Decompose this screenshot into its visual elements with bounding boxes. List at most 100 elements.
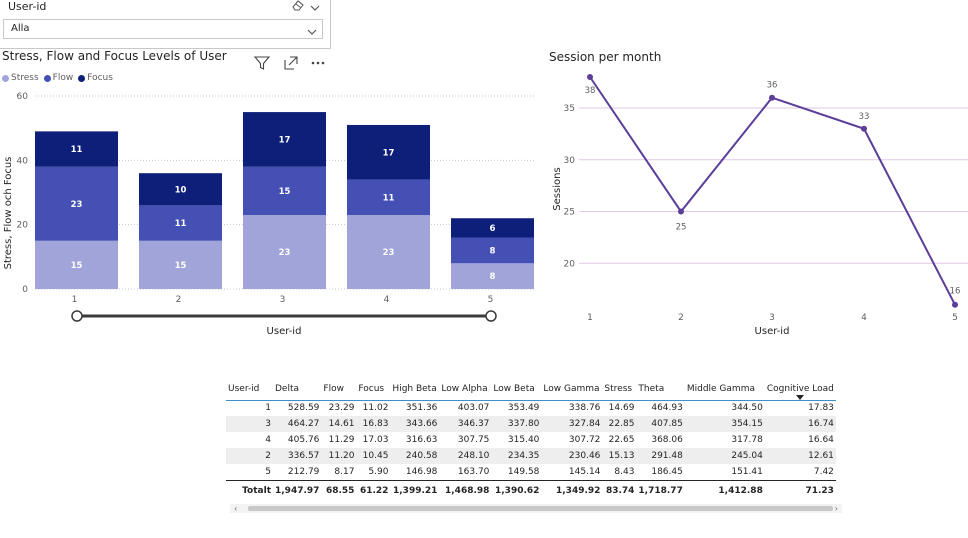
table-row[interactable]: 2 336.57 11.20 10.45 240.58 248.10 234.35 230.4… <box>226 448 836 464</box>
line-x-tick-label: 3 <box>769 313 775 323</box>
total-cell-flow: 68.55 <box>321 479 357 501</box>
bar-segment-focus-3[interactable] <box>243 112 326 167</box>
bar-y-tick-label: 40 <box>17 156 29 166</box>
column-header-low-alpha[interactable]: Low Alpha <box>439 378 492 401</box>
table-cell-middle-gamma: 151.41 <box>731 466 763 477</box>
sort-descending-icon[interactable] <box>796 395 805 400</box>
table-cell-middle-gamma: 317.78 <box>731 435 763 445</box>
bar-segment-flow-3[interactable] <box>243 166 326 216</box>
focus-mode-icon[interactable] <box>282 55 300 71</box>
column-header-flow[interactable]: Flow <box>321 378 357 401</box>
table-row[interactable]: 4 405.76 11.29 17.03 316.63 307.75 315.40 307.7… <box>226 432 836 448</box>
sessions-line[interactable] <box>589 76 956 306</box>
total-label: Totalt <box>226 479 273 501</box>
legend-item-flow[interactable]: Flow <box>43 73 73 83</box>
table-cell-low-gamma: 230.46 <box>541 448 603 464</box>
scrollbar-thumb[interactable] <box>248 506 833 511</box>
scroll-right-icon[interactable]: › <box>834 504 838 513</box>
legend-item-stress[interactable]: Stress <box>2 73 39 83</box>
scroll-left-icon[interactable]: ‹ <box>234 504 238 513</box>
bar-segment-flow-1[interactable] <box>35 166 118 241</box>
bar-data-label: 23 <box>383 248 395 258</box>
sessions-point[interactable] <box>678 208 684 215</box>
bar-segment-focus-1[interactable] <box>35 131 118 167</box>
column-header-low-gamma[interactable]: Low Gamma <box>541 378 603 401</box>
column-header-theta[interactable]: Theta <box>636 378 685 401</box>
bar-segment-focus-2[interactable] <box>139 173 222 206</box>
bar-segment-flow-2[interactable] <box>139 205 222 241</box>
chevron-down-icon[interactable] <box>306 23 318 35</box>
slicer-dropdown[interactable]: Alla <box>3 19 323 39</box>
column-header-delta[interactable]: Delta <box>273 378 322 401</box>
table-cell-delta: 405.76 <box>287 435 320 445</box>
column-header-label: User-id <box>228 383 260 394</box>
line-chart-visual: Session per month 20 25 30 35 1 2 3 4 5 38 25 36 3… <box>545 46 968 346</box>
bar-y-tick-label: 20 <box>17 221 29 231</box>
sessions-point[interactable] <box>769 94 775 101</box>
bar-segment-stress-1[interactable] <box>35 240 118 289</box>
bar-segment-stress-4[interactable] <box>347 215 430 289</box>
column-header-user-id[interactable]: User-id <box>226 378 273 401</box>
slicer-selected-value: Alla <box>11 23 30 34</box>
table-cell-stress: 22.85 <box>602 416 637 432</box>
column-header-high-beta[interactable]: High Beta <box>390 378 440 401</box>
table-cell-flow: 11.29 <box>328 435 355 445</box>
column-header-label: High Beta <box>392 383 437 394</box>
sessions-point[interactable] <box>861 125 867 132</box>
bar-segment-flow-4[interactable] <box>347 179 430 216</box>
stacked-bar-visual: Stress, Flow and Focus Levels of User St… <box>0 46 540 346</box>
column-header-low-beta[interactable]: Low Beta <box>491 378 542 401</box>
bar-data-label: 15 <box>71 261 83 271</box>
legend-label-stress: Stress <box>11 73 39 83</box>
total-cell-middle-gamma: 1,412.88 <box>684 479 765 501</box>
column-header-stress[interactable]: Stress <box>602 378 637 401</box>
table-cell-user-id: 2 <box>226 448 273 464</box>
bar-x-tick-label: 5 <box>488 295 494 305</box>
column-header-middle-gamma[interactable]: Middle Gamma <box>684 378 765 401</box>
bar-segment-stress-3[interactable] <box>243 215 326 289</box>
table-row[interactable]: 5 212.79 8.17 5.90 146.98 163.70 149.58 145.14 8… <box>226 464 836 480</box>
legend-item-focus[interactable]: Focus <box>78 73 113 83</box>
table-cell-high-beta: 316.63 <box>405 435 438 445</box>
total-cell-stress: 83.74 <box>602 479 637 501</box>
total-cell-focus: 61.22 <box>356 479 391 501</box>
bar-segment-flow-5[interactable] <box>451 237 534 264</box>
column-header-label: Low Gamma <box>543 383 600 394</box>
table-cell-flow: 14.61 <box>321 416 357 432</box>
line-data-label: 33 <box>859 112 870 122</box>
more-options-icon[interactable] <box>309 55 327 71</box>
table-cell-theta: 464.93 <box>651 403 683 414</box>
legend-label-focus: Focus <box>87 73 113 83</box>
column-header-label: Flow <box>323 383 344 394</box>
bar-data-label: 11 <box>383 193 395 203</box>
line-data-label: 25 <box>676 223 687 233</box>
bar-x-tick-label: 4 <box>384 295 390 305</box>
range-slider-end-handle[interactable] <box>485 310 497 322</box>
horizontal-scrollbar[interactable]: ‹ › <box>230 504 842 513</box>
table-cell-delta: 528.59 <box>287 403 320 414</box>
table-cell-low-gamma: 327.84 <box>541 416 603 432</box>
table-cell-low-gamma: 307.72 <box>568 435 601 445</box>
slicer-collapse-chevron-icon[interactable] <box>309 0 321 11</box>
column-header-cognitive-load[interactable]: Cognitive Load <box>764 378 836 401</box>
table-row[interactable]: 3 464.27 14.61 16.83 343.66 346.37 337.80 327.8… <box>226 416 836 432</box>
column-header-label: Focus <box>358 383 385 394</box>
bar-data-label: 8 <box>490 246 496 256</box>
range-slider-start-handle[interactable] <box>71 310 83 322</box>
range-slider[interactable] <box>71 310 497 322</box>
sessions-point[interactable] <box>587 74 593 80</box>
bar-x-tick-label: 3 <box>280 295 286 305</box>
bar-segment-focus-5[interactable] <box>451 218 534 238</box>
bar-segment-focus-4[interactable] <box>347 124 430 180</box>
filter-icon[interactable] <box>253 55 271 71</box>
bar-data-label: 23 <box>279 248 291 258</box>
column-header-focus[interactable]: Focus <box>356 378 391 401</box>
sessions-point[interactable] <box>952 301 958 308</box>
table-row[interactable]: 1 528.59 23.29 11.02 351.36 403.07 353.49 338.7… <box>226 400 836 416</box>
table-cell-low-beta: 149.58 <box>507 466 540 477</box>
table-cell-middle-gamma: 245.04 <box>684 448 765 464</box>
bar-segment-stress-5[interactable] <box>451 263 534 289</box>
bar-segment-stress-2[interactable] <box>139 240 222 289</box>
eraser-icon[interactable] <box>291 0 305 11</box>
table-cell-high-beta: 146.98 <box>405 466 438 477</box>
